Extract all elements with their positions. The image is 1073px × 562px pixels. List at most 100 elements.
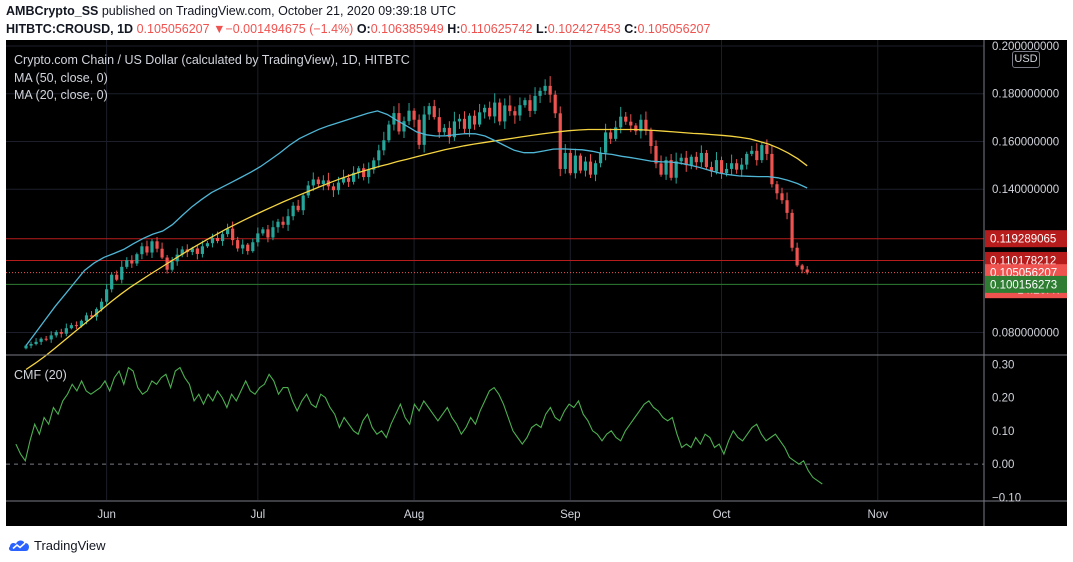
candle-body (664, 160, 668, 175)
candle-body (387, 124, 391, 141)
close-label: C: (624, 22, 638, 36)
price-tick-label: 0.140000000 (992, 184, 1059, 196)
candle-body (568, 152, 572, 174)
candle-body (760, 145, 764, 161)
candle-body (100, 301, 104, 310)
candle-body (210, 237, 215, 244)
candle-body (89, 315, 94, 317)
candle-body (140, 246, 144, 255)
price-change: −0.001494675 (−1.4%) (225, 22, 354, 36)
candle-body (130, 260, 134, 264)
candle-body (59, 332, 63, 334)
candle-body (427, 106, 431, 115)
open-value: 0.106385949 (370, 22, 444, 36)
candle-body (160, 248, 164, 258)
candle-body (498, 102, 502, 122)
candle-body (558, 113, 562, 169)
candle-body (231, 228, 235, 241)
candle-body (483, 107, 487, 113)
candle-body (432, 106, 436, 118)
cmf-tick-label: 0.00 (992, 459, 1014, 471)
candle-body (291, 205, 295, 217)
candle-body (447, 127, 451, 138)
candle-body (170, 261, 174, 270)
candle-body (795, 247, 799, 266)
candle-body (719, 160, 724, 174)
candle-body (679, 157, 683, 162)
candle-body (251, 242, 255, 252)
candle-body (457, 118, 462, 122)
candle-body (598, 152, 603, 164)
candle-body (54, 332, 58, 336)
candle-body (619, 116, 623, 128)
candle-body (583, 161, 588, 171)
candle-body (341, 178, 346, 183)
support-level-label-bg (985, 275, 1067, 293)
candle-body (780, 193, 784, 201)
candle-body (261, 229, 265, 234)
candle-body (105, 289, 109, 302)
candle-body (735, 163, 739, 170)
ma50-legend[interactable]: MA (50, close, 0) (14, 71, 108, 85)
candle-body (205, 243, 210, 247)
candle-body (135, 254, 139, 264)
candle-body (331, 186, 336, 191)
high-label: H: (447, 22, 461, 36)
author-name[interactable]: AMBCrypto_SS (6, 4, 99, 18)
candle-body (730, 163, 734, 169)
candle-body (357, 168, 361, 173)
candle-body (306, 185, 310, 196)
candle-body (79, 320, 84, 327)
candle-body (488, 107, 492, 117)
candle-body (644, 119, 648, 131)
candle-body (296, 205, 300, 211)
cmf-legend[interactable]: CMF (20) (14, 368, 67, 382)
chart-area[interactable]: 0.200000000 0.180000000 0.160000000 0.14000… (6, 40, 1067, 526)
candle-body (34, 341, 38, 344)
candle-body (634, 125, 638, 132)
ma20-legend[interactable]: MA (20, close, 0) (14, 88, 108, 102)
candle-body (462, 118, 467, 129)
candle-body (286, 216, 290, 225)
candle-body (150, 241, 154, 253)
ma50-line (25, 128, 808, 371)
candle-body (437, 117, 441, 133)
candle-body (588, 161, 593, 175)
candle-body (145, 246, 149, 253)
candle-body (281, 221, 285, 225)
candle-body (346, 178, 351, 182)
candle-body (84, 315, 89, 321)
candle-body (316, 179, 320, 184)
candle-body (422, 114, 426, 145)
candle-body (493, 102, 497, 117)
candle-body (785, 200, 789, 213)
candle-body (694, 156, 698, 163)
candle-body (236, 240, 240, 249)
candle-body (452, 121, 456, 138)
candle-body (39, 338, 43, 342)
candle-body (442, 127, 446, 133)
candle-body (241, 244, 245, 249)
footer-brand[interactable]: TradingView (8, 536, 106, 554)
candle-body (548, 85, 552, 95)
candle-body (115, 274, 119, 280)
currency-badge[interactable]: USD (1012, 51, 1040, 68)
candle-body (573, 155, 577, 174)
candle-body (407, 110, 411, 122)
down-arrow-icon: ▼ (213, 22, 226, 36)
candle-body (215, 237, 220, 242)
candle-body (301, 195, 305, 211)
candle-body (609, 132, 613, 139)
chart-canvas[interactable]: 0.200000000 0.180000000 0.160000000 0.14000… (6, 40, 1067, 526)
open-label: O: (356, 22, 371, 36)
candle-body (629, 121, 633, 126)
candle-body (377, 150, 381, 161)
cmf-tick-label: 0.20 (992, 393, 1014, 405)
candle-body (604, 132, 608, 153)
candle-body (513, 111, 517, 116)
candle-body (29, 343, 33, 346)
candle-body (64, 328, 68, 334)
candle-body (155, 241, 159, 249)
candle-body (352, 172, 356, 182)
time-tick-label: Jun (97, 509, 116, 521)
